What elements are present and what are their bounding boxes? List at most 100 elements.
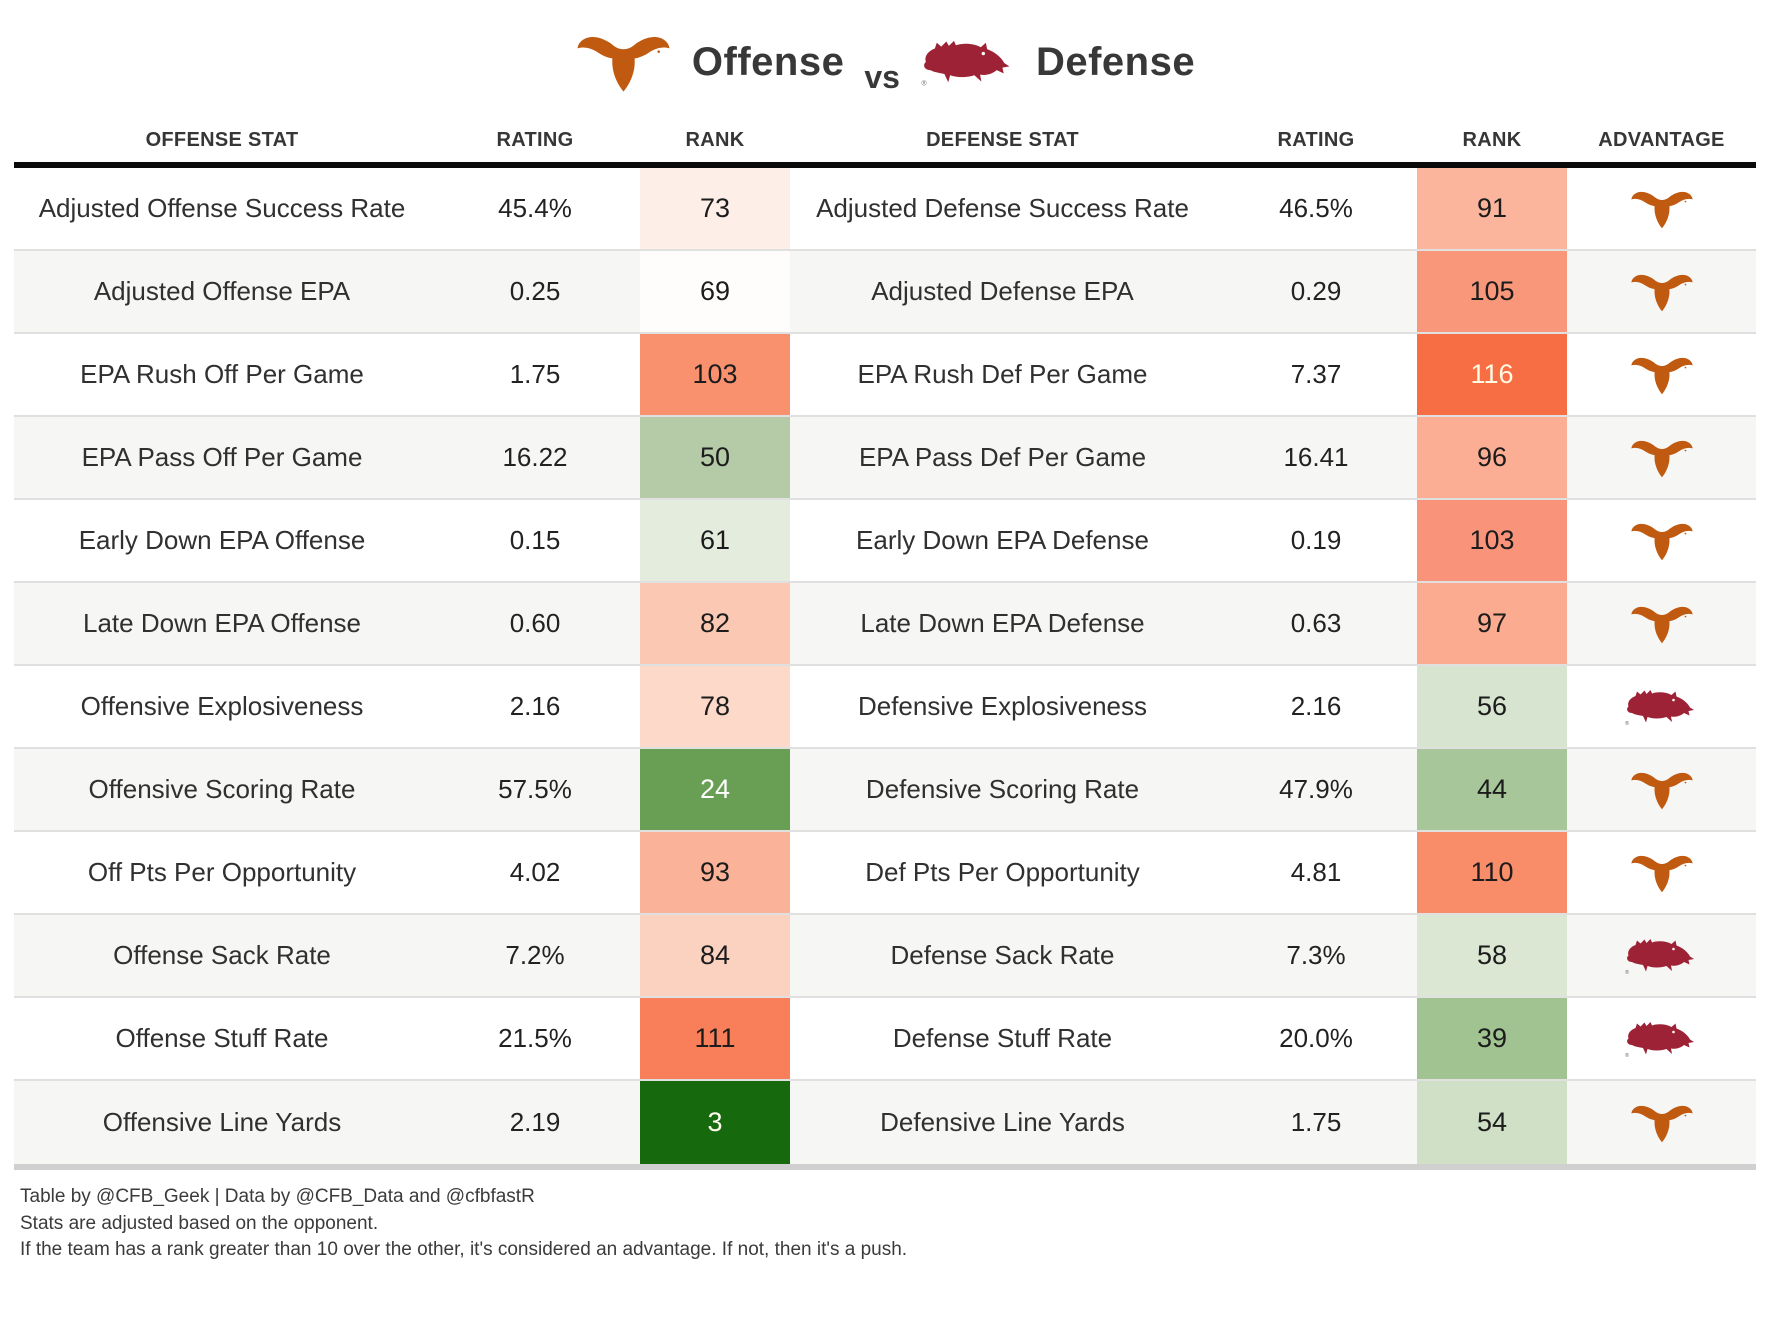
offense-stat-name: Adjusted Offense EPA bbox=[93, 276, 351, 307]
defense-rating-value: 0.29 bbox=[1290, 276, 1342, 306]
advantage-cell bbox=[1567, 666, 1756, 747]
table-row: Adjusted Offense EPA 0.25 69 Adjusted Defen… bbox=[14, 251, 1756, 334]
advantage-cell bbox=[1567, 583, 1756, 664]
offense-rank-cell: 69 bbox=[640, 251, 790, 332]
advantage-cell bbox=[1567, 1081, 1756, 1164]
offense-rank-cell: 93 bbox=[640, 832, 790, 913]
defense-title-label: Defense bbox=[1035, 39, 1196, 84]
offense-stat-name: Offensive Scoring Rate bbox=[88, 774, 356, 805]
texas-longhorn-logo bbox=[577, 37, 670, 92]
offense-rank-cell: 73 bbox=[640, 168, 790, 249]
texas-longhorn-icon bbox=[1630, 440, 1693, 478]
arkansas-razorback-icon bbox=[1625, 1021, 1694, 1059]
defense-rating-value: 46.5% bbox=[1279, 193, 1353, 223]
advantage-cell bbox=[1567, 832, 1756, 913]
offense-stat-name: Offensive Explosiveness bbox=[80, 691, 364, 722]
offense-rank-cell: 50 bbox=[640, 417, 790, 498]
offense-rank-cell: 103 bbox=[640, 334, 790, 415]
defense-stat-name: Defense Stuff Rate bbox=[892, 1023, 1113, 1054]
offense-rating-value: 0.60 bbox=[509, 608, 561, 638]
arkansas-razorback-icon bbox=[1625, 938, 1694, 976]
defense-rating-value: 16.41 bbox=[1283, 442, 1349, 472]
offense-rating-value: 57.5% bbox=[498, 774, 572, 804]
offense-stat-name: Offense Sack Rate bbox=[113, 940, 331, 971]
table-row: Offensive Line Yards 2.19 3 Defensive Line … bbox=[14, 1081, 1756, 1164]
defense-stat-name: Defensive Explosiveness bbox=[857, 691, 1148, 722]
table-row: EPA Pass Off Per Game 16.22 50 EPA Pass Def… bbox=[14, 417, 1756, 500]
offense-stat-name: Late Down EPA Offense bbox=[83, 608, 361, 639]
advantage-cell bbox=[1567, 749, 1756, 830]
header-advantage: ADVANTAGE bbox=[1598, 129, 1725, 151]
header-offense-rank: RANK bbox=[685, 129, 745, 151]
offense-rating-value: 0.15 bbox=[509, 525, 561, 555]
texas-longhorn-icon bbox=[1630, 606, 1693, 644]
defense-rating-value: 0.63 bbox=[1290, 608, 1342, 638]
table-row: Offensive Scoring Rate 57.5% 24 Defensive S… bbox=[14, 749, 1756, 832]
arkansas-razorback-icon bbox=[1625, 689, 1694, 727]
offense-rank-cell: 24 bbox=[640, 749, 790, 830]
defense-rank-cell: 96 bbox=[1417, 417, 1567, 498]
table-row: Offense Stuff Rate 21.5% 111 Defense Stuff … bbox=[14, 998, 1756, 1081]
offense-stat-name: Adjusted Offense Success Rate bbox=[38, 193, 406, 224]
table-row: Offensive Explosiveness 2.16 78 Defensive E… bbox=[14, 666, 1756, 749]
advantage-cell bbox=[1567, 334, 1756, 415]
offense-rating-value: 0.25 bbox=[509, 276, 561, 306]
offense-rating-value: 2.16 bbox=[509, 691, 561, 721]
arkansas-razorback-logo bbox=[921, 40, 1010, 87]
advantage-cell bbox=[1567, 998, 1756, 1079]
defense-rating-value: 47.9% bbox=[1279, 774, 1353, 804]
offense-rank-cell: 3 bbox=[640, 1081, 790, 1164]
header-defense-rank: RANK bbox=[1462, 129, 1522, 151]
footer-advantage-note: If the team has a rank greater than 10 o… bbox=[20, 1239, 908, 1261]
defense-rank-cell: 105 bbox=[1417, 251, 1567, 332]
defense-rating-value: 2.16 bbox=[1290, 691, 1342, 721]
offense-rating-value: 16.22 bbox=[502, 442, 568, 472]
offense-title-label: Offense bbox=[691, 39, 845, 84]
defense-rank-cell: 116 bbox=[1417, 334, 1567, 415]
offense-stat-name: Offensive Line Yards bbox=[102, 1107, 342, 1138]
defense-rank-cell: 97 bbox=[1417, 583, 1567, 664]
defense-rank-cell: 110 bbox=[1417, 832, 1567, 913]
offense-rating-value: 2.19 bbox=[509, 1107, 561, 1137]
texas-longhorn-icon bbox=[1630, 855, 1693, 893]
texas-longhorn-icon bbox=[1630, 772, 1693, 810]
offense-stat-name: Off Pts Per Opportunity bbox=[87, 857, 357, 888]
defense-stat-name: EPA Pass Def Per Game bbox=[858, 442, 1147, 473]
defense-rank-cell: 39 bbox=[1417, 998, 1567, 1079]
defense-stat-name: Defensive Scoring Rate bbox=[865, 774, 1140, 805]
defense-rank-cell: 56 bbox=[1417, 666, 1567, 747]
defense-rating-value: 1.75 bbox=[1290, 1107, 1342, 1137]
offense-rank-cell: 84 bbox=[640, 915, 790, 996]
stats-table: OFFENSE STAT RATING RANK DEFENSE STAT RA… bbox=[14, 112, 1756, 1170]
table-bottom-divider bbox=[14, 1164, 1756, 1170]
vs-label: vs bbox=[864, 59, 900, 95]
offense-rank-cell: 78 bbox=[640, 666, 790, 747]
table-row: Adjusted Offense Success Rate 45.4% 73 Adju… bbox=[14, 168, 1756, 251]
table-row: Offense Sack Rate 7.2% 84 Defense Sack Rate… bbox=[14, 915, 1756, 998]
header-offense-stat: OFFENSE STAT bbox=[145, 129, 299, 151]
table-row: EPA Rush Off Per Game 1.75 103 EPA Rush Def… bbox=[14, 334, 1756, 417]
advantage-cell bbox=[1567, 251, 1756, 332]
defense-stat-name: Early Down EPA Defense bbox=[856, 525, 1149, 556]
offense-stat-name: Early Down EPA Offense bbox=[78, 525, 366, 556]
footer-adjusted-note: Stats are adjusted based on the opponent… bbox=[20, 1212, 379, 1234]
texas-longhorn-icon bbox=[1630, 357, 1693, 395]
defense-rating-value: 4.81 bbox=[1290, 857, 1342, 887]
stats-comparison-page: Offense vs Defense OFFENSE STAT RATING R… bbox=[0, 26, 1770, 1264]
header-defense-stat: DEFENSE STAT bbox=[926, 129, 1079, 151]
offense-stat-name: Offense Stuff Rate bbox=[115, 1023, 329, 1054]
advantage-cell bbox=[1567, 168, 1756, 249]
defense-stat-name: Defense Sack Rate bbox=[890, 940, 1115, 971]
offense-rank-cell: 111 bbox=[640, 998, 790, 1079]
defense-stat-name: Late Down EPA Defense bbox=[860, 608, 1145, 639]
defense-stat-name: Adjusted Defense EPA bbox=[871, 276, 1134, 307]
defense-stat-name: EPA Rush Def Per Game bbox=[857, 359, 1148, 390]
advantage-cell bbox=[1567, 417, 1756, 498]
defense-rank-cell: 91 bbox=[1417, 168, 1567, 249]
footer-credit-line: Table by @CFB_Geek | Data by @CFB_Data a… bbox=[20, 1186, 535, 1207]
offense-rating-value: 21.5% bbox=[498, 1023, 572, 1053]
header-divider bbox=[14, 162, 1756, 168]
header-defense-rating: RATING bbox=[1277, 129, 1355, 151]
offense-rank-cell: 61 bbox=[640, 500, 790, 581]
defense-rank-cell: 44 bbox=[1417, 749, 1567, 830]
